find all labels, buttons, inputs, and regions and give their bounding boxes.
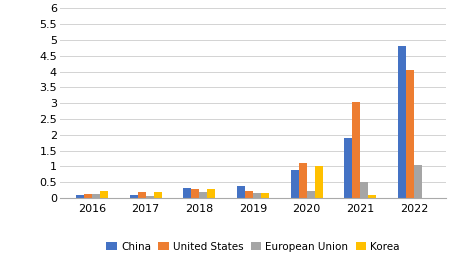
Bar bbox=[84, 194, 92, 198]
Bar bbox=[290, 169, 298, 198]
Bar bbox=[146, 196, 153, 198]
Bar bbox=[183, 188, 191, 198]
Bar bbox=[368, 196, 375, 198]
Bar bbox=[129, 195, 137, 198]
Bar bbox=[153, 192, 162, 198]
Bar bbox=[199, 192, 207, 198]
Bar bbox=[100, 191, 108, 198]
Bar bbox=[413, 165, 421, 198]
Bar bbox=[306, 191, 314, 198]
Bar bbox=[343, 138, 352, 198]
Bar bbox=[244, 191, 252, 198]
Bar bbox=[76, 196, 84, 198]
Bar bbox=[207, 189, 215, 198]
Bar bbox=[137, 192, 146, 198]
Bar bbox=[352, 101, 359, 198]
Bar bbox=[314, 166, 322, 198]
Bar bbox=[191, 189, 199, 198]
Bar bbox=[298, 163, 306, 198]
Bar bbox=[359, 182, 368, 198]
Bar bbox=[236, 186, 244, 198]
Bar bbox=[261, 192, 269, 198]
Bar bbox=[92, 194, 100, 198]
Bar bbox=[397, 46, 405, 198]
Legend: China, United States, European Union, Korea: China, United States, European Union, Ko… bbox=[102, 237, 403, 256]
Bar bbox=[252, 193, 261, 198]
Bar bbox=[405, 70, 413, 198]
